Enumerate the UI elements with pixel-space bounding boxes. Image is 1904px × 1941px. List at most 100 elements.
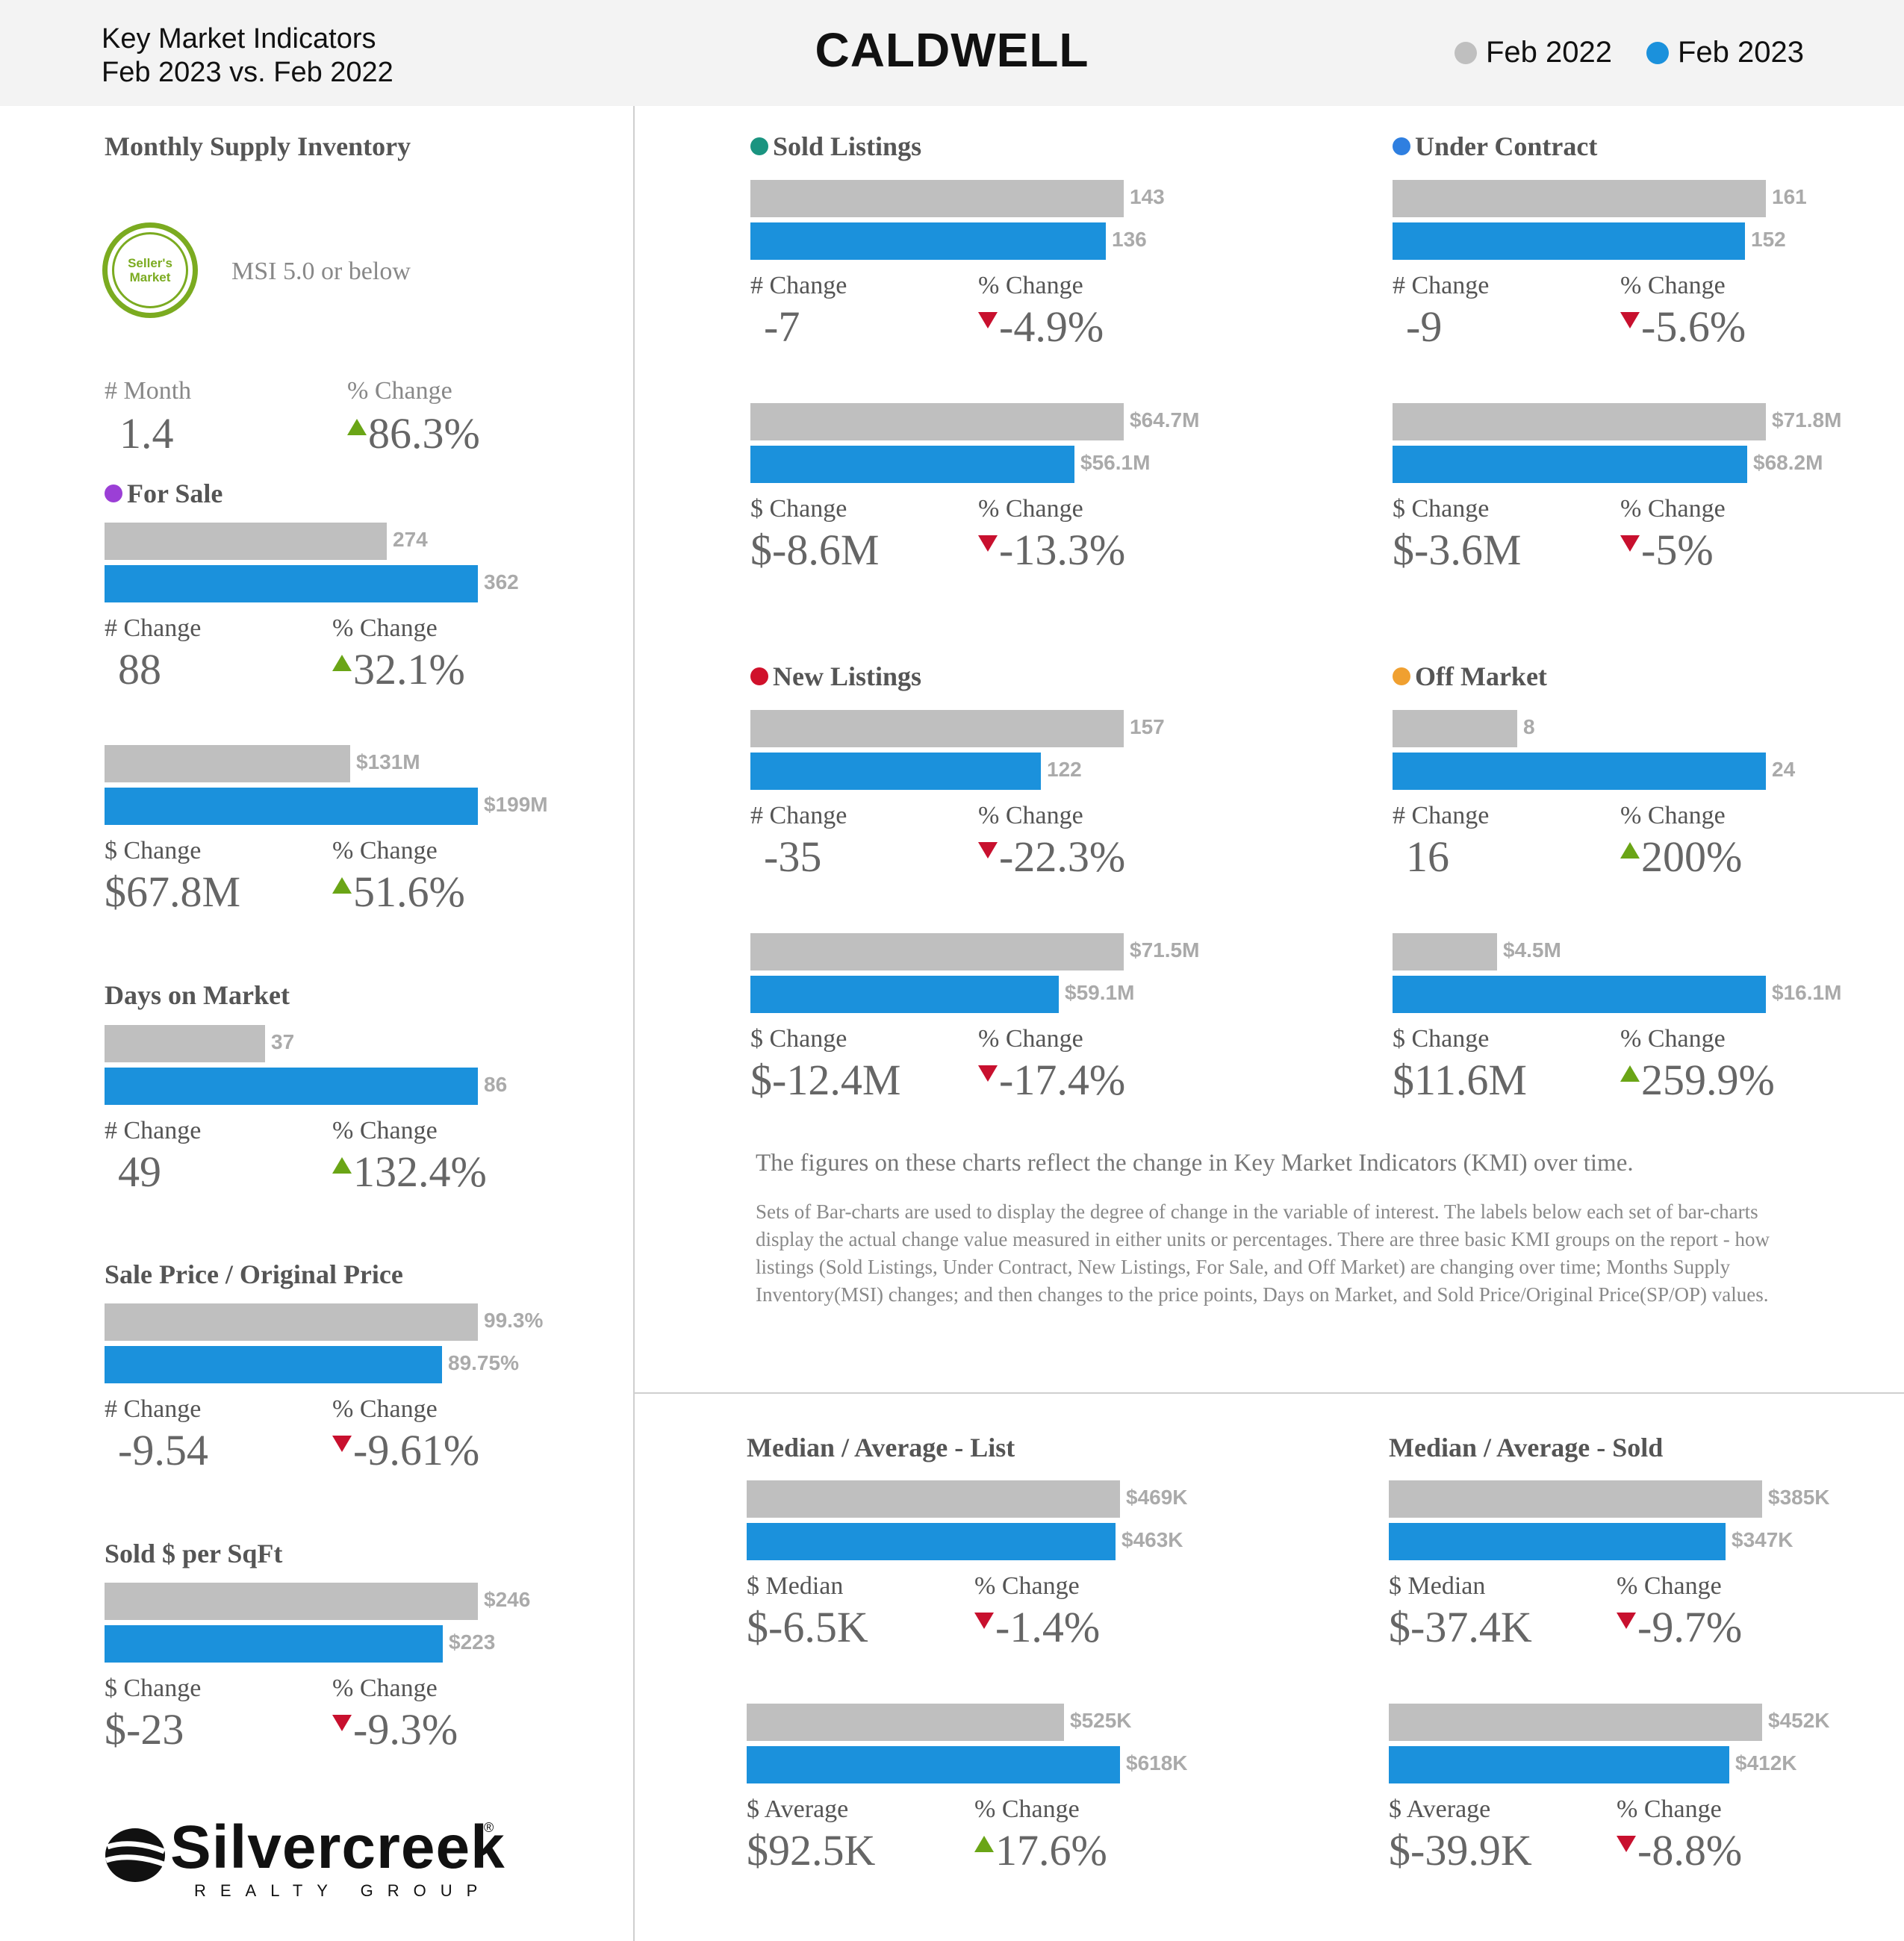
up-arrow-icon [974,1836,994,1852]
new-listings-volume-stat1-label: $ Change [750,1025,847,1053]
column-divider [633,106,635,1941]
under-contract-count-stat2-value: -5.6% [1620,302,1746,352]
sold-listings-volume-bar-feb-2023 [750,446,1074,483]
sold-listings-volume-stat2-text: -13.3% [999,526,1126,574]
new-listings-volume-label-feb-2023: $59.1M [1065,981,1135,1004]
for-sale-volume-stat2-text: 51.6% [353,867,465,916]
list-average-bar-feb-2023 [747,1746,1120,1783]
sold-listings-count-stat2-value: -4.9% [978,302,1104,352]
off-market-count-stat2-text: 200% [1641,832,1743,881]
off-market-volume-stat2-text: 259.9% [1641,1056,1775,1104]
sold-per-sqft-stat1-label: $ Change [105,1674,202,1702]
for-sale-count-title: For Sale [105,478,223,509]
for-sale-count-stat1-value: 88 [118,645,161,694]
list-median-stat2-text: -1.4% [995,1603,1101,1651]
under-contract-count-stat2-label: % Change [1620,272,1726,299]
logo-wordmark: Silvercreek [170,1813,505,1881]
under-contract-volume-bar-feb-2022 [1393,403,1766,440]
down-arrow-icon [978,312,998,328]
sold-median-bar-feb-2023 [1389,1523,1726,1560]
up-arrow-icon [332,1157,352,1174]
legend-item-feb-2022: Feb 2022 [1455,36,1612,69]
msi-note: MSI 5.0 or below [231,258,411,285]
new-listings-volume-stat2-value: -17.4% [978,1055,1125,1105]
sold-median-stat2-value: -9.7% [1617,1602,1742,1652]
days-on-market-stat2-value: 132.4% [332,1147,487,1197]
off-market-count-bar-feb-2022 [1393,710,1517,747]
list-median-bar-feb-2023 [747,1523,1116,1560]
down-arrow-icon [1620,535,1640,552]
off-market-count-label-feb-2023: 24 [1772,758,1796,781]
new-listings-count-bar-feb-2022 [750,710,1124,747]
under-contract-count-bar-feb-2022 [1393,180,1766,217]
sold-listings-count-stat2-text: -4.9% [999,302,1104,351]
days-on-market-title: Days on Market [105,979,290,1011]
under-contract-count-title: Under Contract [1393,131,1597,162]
sold-average-stat1-label: $ Average [1389,1795,1491,1823]
sold-listings-count-stat1-label: # Change [750,272,847,299]
section-divider [635,1392,1904,1394]
msi-stat2-value: 86.3% [347,408,480,458]
msi-stat2-label: % Change [347,377,452,405]
for-sale-volume-bar-feb-2023 [105,788,478,825]
notes-heading: The figures on these charts reflect the … [756,1150,1634,1177]
off-market-volume-stat2-value: 259.9% [1620,1055,1775,1105]
off-market-count-title-text: Off Market [1415,661,1547,691]
badge-line-1: Seller's [128,256,172,270]
under-contract-volume-label-feb-2022: $71.8M [1772,408,1842,431]
off-market-volume-bar-feb-2022 [1393,933,1497,970]
legend-label-feb-2022: Feb 2022 [1486,36,1613,69]
sale-original-price-stat2-text: -9.61% [353,1426,480,1474]
sold-average-stat1-value: $-39.9K [1389,1826,1532,1875]
down-arrow-icon [978,842,998,859]
under-contract-volume-stat2-text: -5% [1641,526,1714,574]
for-sale-count-stat1-label: # Change [105,614,202,642]
sold-median-stat2-label: % Change [1617,1572,1722,1600]
legend-swatch-feb-2023 [1646,41,1669,64]
list-median-stat1-label: $ Median [747,1572,844,1600]
up-arrow-icon [1620,842,1640,859]
off-market-count-dot-icon [1393,667,1410,685]
sold-average-stat2-text: -8.8% [1637,1826,1743,1875]
sold-average-label-feb-2023: $412K [1735,1751,1797,1775]
new-listings-count-dot-icon [750,667,768,685]
up-arrow-icon [1620,1065,1640,1082]
days-on-market-title-text: Days on Market [105,980,290,1010]
list-average-stat2-value: 17.6% [974,1825,1107,1875]
sold-listings-count-stat2-label: % Change [978,272,1083,299]
list-average-stat1-label: $ Average [747,1795,849,1823]
off-market-count-stat1-value: 16 [1406,832,1449,881]
report-title: CALDWELL [815,23,1089,77]
new-listings-volume-label-feb-2022: $71.5M [1130,938,1200,962]
list-average-stat1-value: $92.5K [747,1826,876,1875]
sold-median-stat2-text: -9.7% [1637,1603,1743,1651]
off-market-volume-stat1-value: $11.6M [1393,1056,1527,1104]
sold-listings-volume-bar-feb-2022 [750,403,1124,440]
down-arrow-icon [332,1715,352,1731]
sale-original-price-stat1-label: # Change [105,1395,202,1423]
list-average-label-feb-2023: $618K [1126,1751,1188,1775]
days-on-market-bar-feb-2022 [105,1025,265,1062]
for-sale-count-label-feb-2023: 362 [484,570,519,593]
for-sale-volume-label-feb-2022: $131M [356,750,420,773]
under-contract-volume-bar-feb-2023 [1393,446,1747,483]
sold-listings-volume-label-feb-2022: $64.7M [1130,408,1200,431]
sale-original-price-title-text: Sale Price / Original Price [105,1259,403,1289]
list-median-stat2-value: -1.4% [974,1602,1100,1652]
report-header: Key Market Indicators Feb 2023 vs. Feb 2… [0,0,1904,106]
for-sale-volume-stat2-label: % Change [332,837,438,864]
sold-per-sqft-label-feb-2023: $223 [449,1630,496,1654]
sold-per-sqft-stat1-value: $-23 [105,1705,184,1754]
new-listings-count-bar-feb-2023 [750,753,1041,790]
report-subtitle: Key Market Indicators Feb 2023 vs. Feb 2… [102,22,393,90]
under-contract-volume-stat1-label: $ Change [1393,495,1490,523]
down-arrow-icon [1617,1836,1636,1852]
for-sale-volume-stat1-label: $ Change [105,837,202,864]
for-sale-count-dot-icon [105,485,122,502]
sold-listings-count-dot-icon [750,137,768,155]
for-sale-volume-stat1-value: $67.8M [105,867,241,916]
new-listings-volume-bar-feb-2023 [750,976,1059,1013]
under-contract-volume-label-feb-2023: $68.2M [1753,451,1823,474]
new-listings-count-stat1-label: # Change [750,802,847,829]
list-median-stat2-label: % Change [974,1572,1080,1600]
